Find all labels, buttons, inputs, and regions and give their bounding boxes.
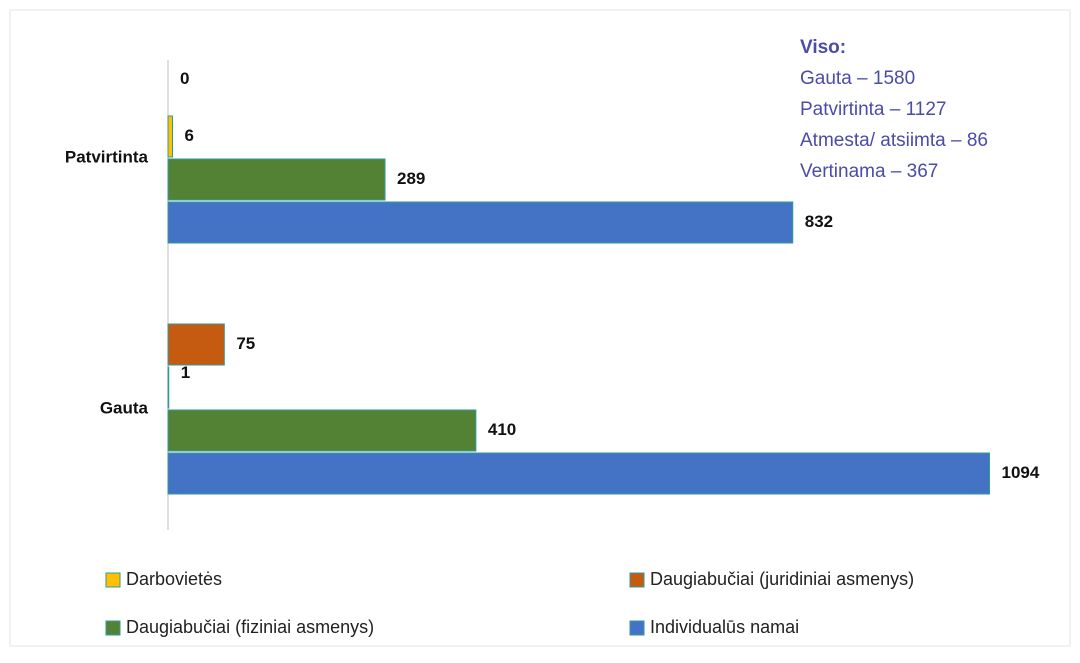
bar [167,323,225,366]
legend-label: Darbovietės [126,569,222,589]
data-label: 1094 [1001,463,1039,482]
legend-label: Daugiabučiai (fiziniai asmenys) [126,617,374,637]
annotation-line: Atmesta/ atsiimta – 86 [800,130,988,151]
legend-label: Daugiabučiai (juridiniai asmenys) [650,569,914,589]
bar [167,201,794,244]
annotation-line: Vertinama – 367 [800,161,938,182]
legend-swatch [629,620,645,636]
annotation-title: Viso: [800,37,846,58]
data-label: 6 [185,126,194,145]
data-label: 410 [488,420,516,439]
bar [167,452,990,495]
annotation-line: Patvirtinta – 1127 [800,99,946,120]
data-label: 75 [236,334,255,353]
bar [167,115,174,158]
category-label: Gauta [100,398,149,417]
annotation-line: Gauta – 1580 [800,68,915,89]
data-label: 0 [180,69,189,88]
data-label: 1 [181,363,190,382]
legend-swatch [105,572,121,588]
bar [167,366,170,409]
legend-label: Individualūs namai [650,617,799,637]
legend-swatch [105,620,121,636]
bar [167,409,477,452]
bar [167,158,386,201]
category-label: Patvirtinta [65,147,149,166]
legend-swatch [629,572,645,588]
data-label: 832 [805,212,833,231]
data-label: 289 [397,169,425,188]
